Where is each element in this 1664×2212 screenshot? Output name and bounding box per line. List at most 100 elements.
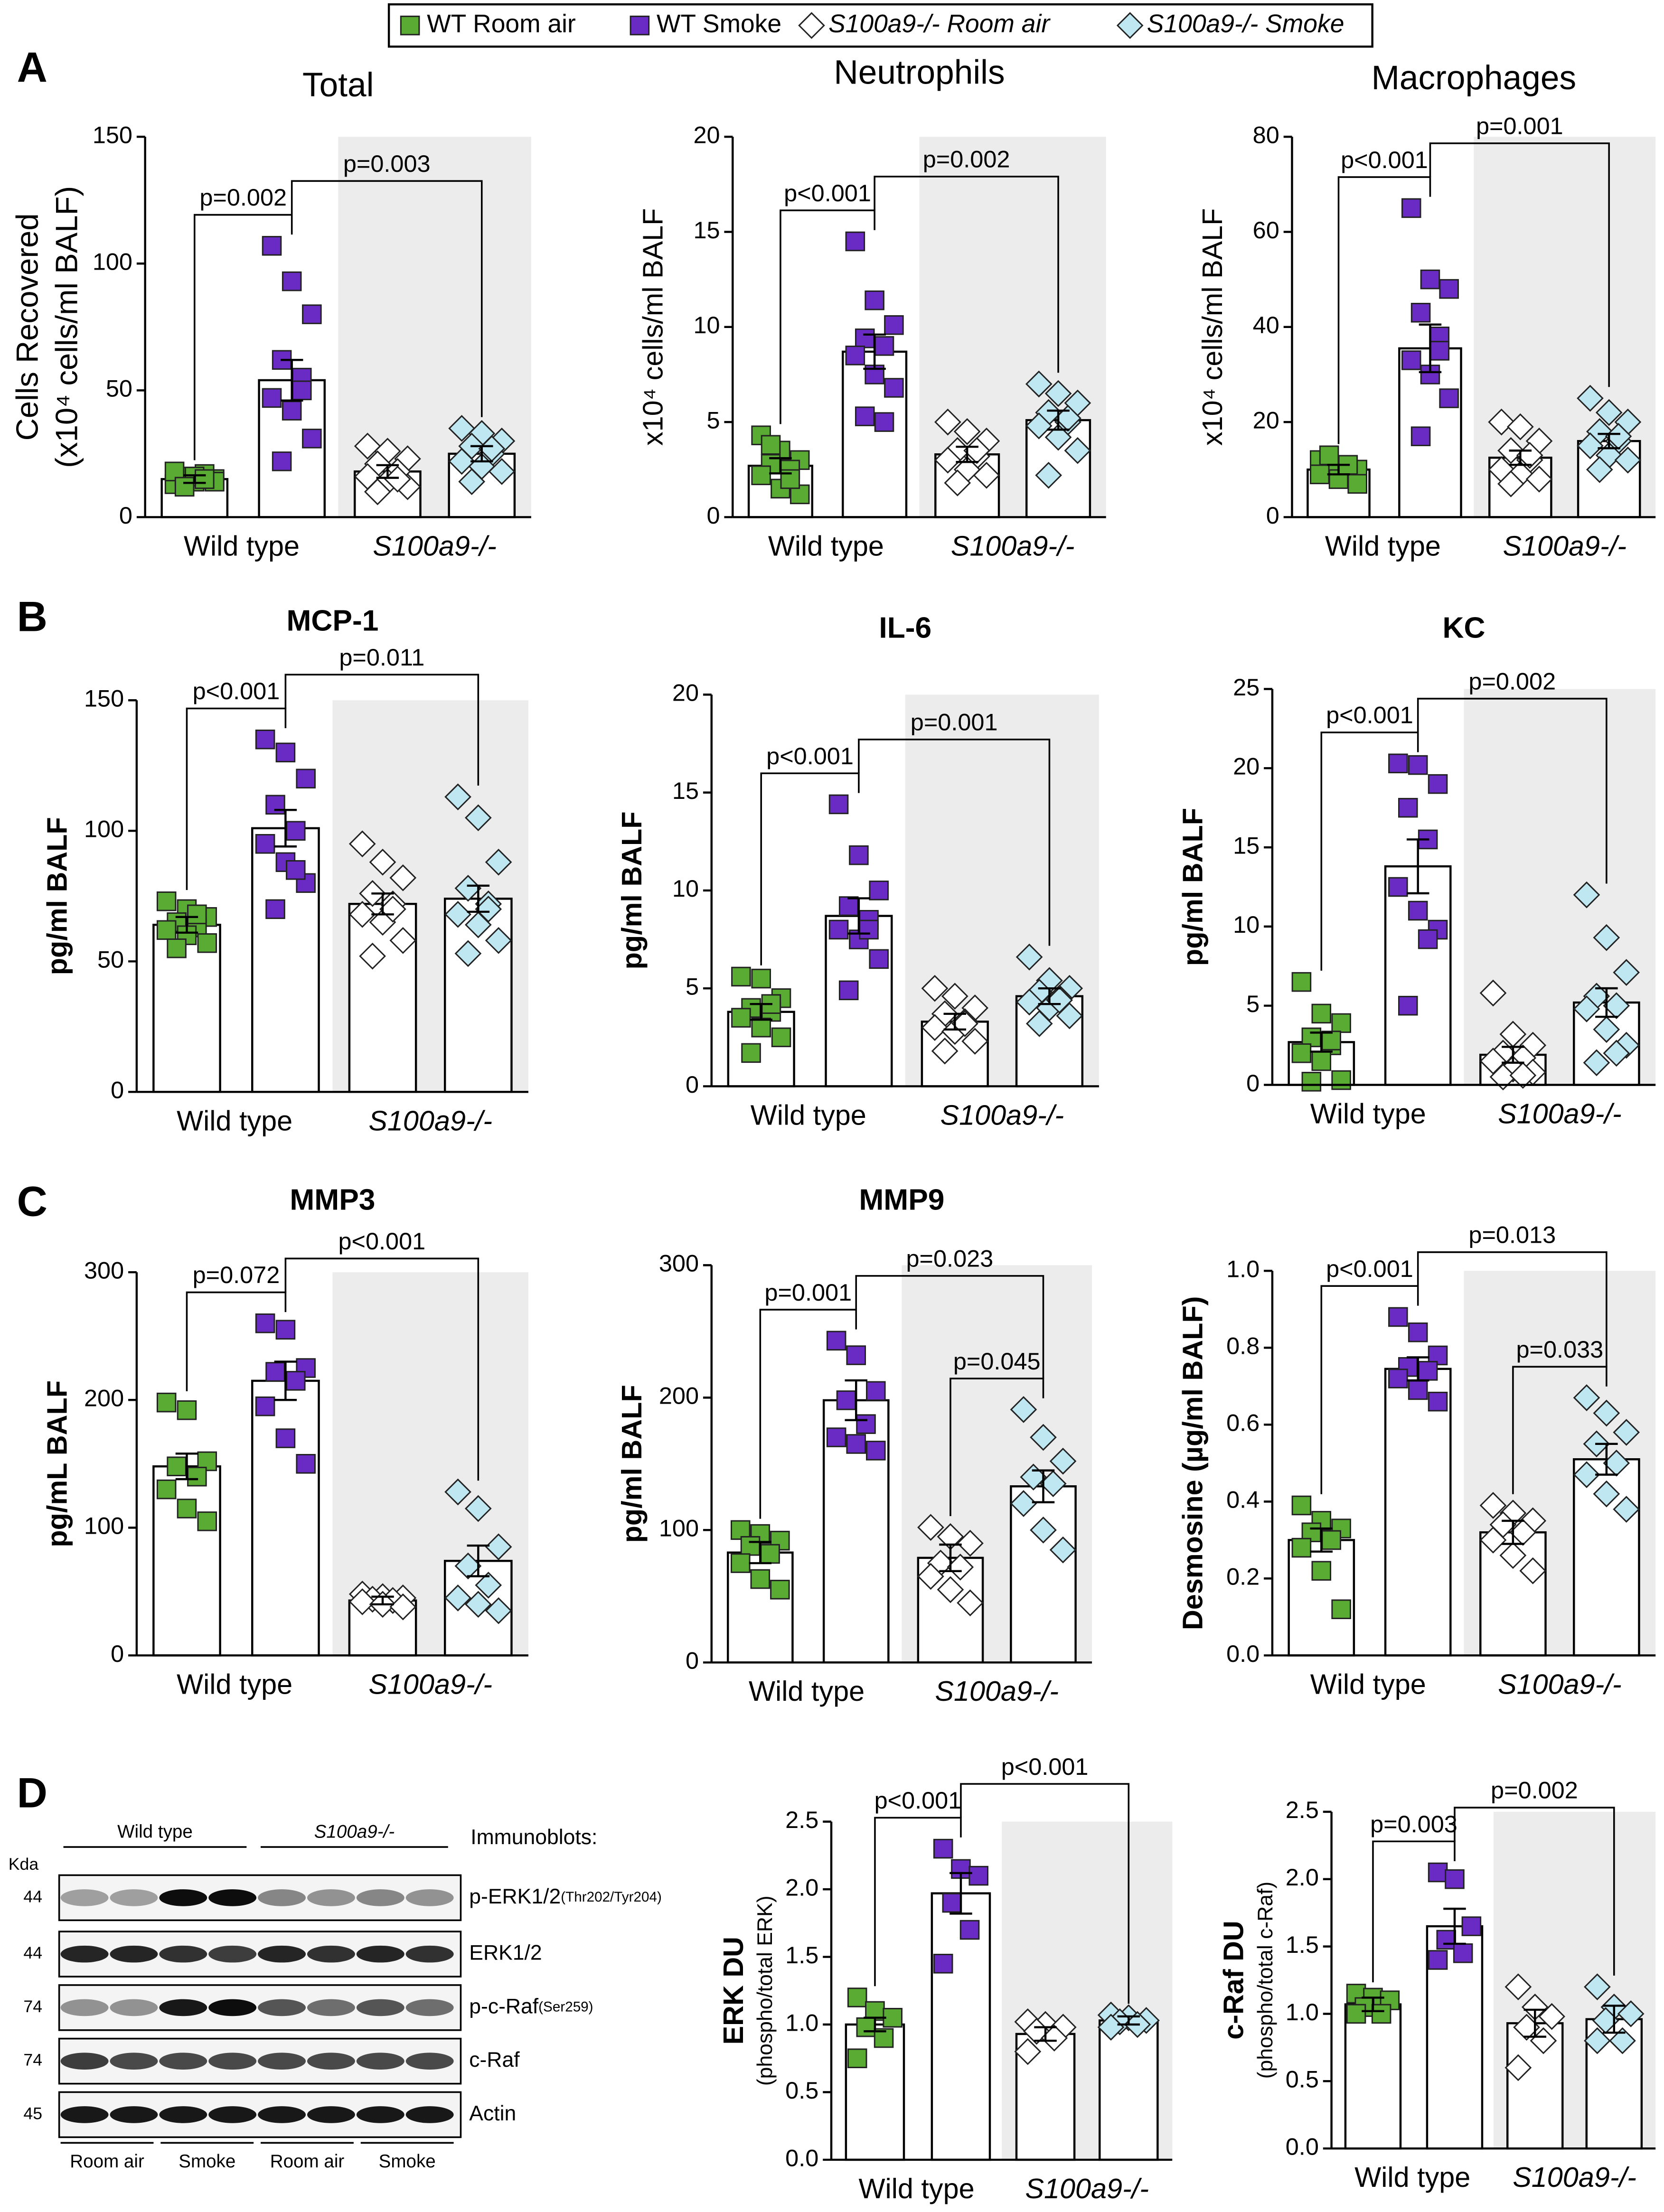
data-point [838,896,859,916]
error-bar [956,445,978,463]
bracket-line [874,176,1059,373]
data-point [1035,461,1062,489]
data-point [1453,1943,1473,1963]
data-point [865,290,884,310]
data-point [197,933,217,953]
error-bar [1362,1996,1384,2013]
error-bar [1502,1046,1524,1064]
chart-title: Neutrophils [834,54,1005,91]
chart-title: MMP3 [290,1183,375,1216]
data-point [1408,1322,1428,1342]
data-point [957,1589,984,1617]
data-point [1603,992,1630,1020]
y-tick-label: 25 [1233,674,1260,701]
bracket-line [1337,176,1431,444]
blot-row-label: ERK1/2 [469,1941,542,1964]
bar [1099,2019,1159,2161]
error-bar [750,1003,772,1021]
p-value-label: p=0.001 [911,709,998,736]
blot-band [159,1945,207,1963]
legend-marker [1116,12,1144,39]
comparison-bracket [193,214,293,460]
bar [251,1379,320,1657]
y-tick-label: 0 [111,1077,124,1104]
p-value-label: p=0.002 [1468,667,1556,694]
comparison-bracket [950,1378,1044,1516]
data-point [1010,1490,1037,1517]
data-point [364,478,391,506]
data-point [282,271,302,291]
blot-kda: 44 [23,1943,42,1962]
error-bar [1595,1443,1618,1476]
y-tick-label: 10 [1233,911,1260,938]
data-point [1408,900,1428,921]
data-point [1097,2014,1125,2041]
data-point [884,315,904,335]
data-point [265,1362,285,1382]
data-point [740,1536,761,1556]
y-tick-label: 0 [686,1071,699,1098]
p-value-label: p=0.002 [923,146,1010,173]
comparison-bracket [1337,176,1431,444]
comparison-bracket [291,180,483,417]
error-bar [371,1595,394,1606]
p-value-label: p<0.001 [193,677,280,704]
y-tick-label: 100 [84,815,124,843]
data-point [855,328,875,348]
data-point [1609,2027,1636,2054]
data-point [1331,1599,1351,1620]
y-tick-label: 0.6 [1226,1409,1260,1436]
panel-letter: A [17,43,47,91]
data-point [1429,341,1450,361]
y-tick-label: 2.0 [785,1874,818,1901]
comparison-bracket [1372,1840,1456,1983]
comparison-bracket [858,739,1051,946]
data-point [1401,350,1421,370]
data-point [1388,877,1408,897]
panel-letter: C [17,1177,47,1225]
data-point [296,873,316,893]
data-point [1519,1557,1547,1584]
legend-marker [400,15,420,36]
data-point [1584,2027,1611,2054]
y-tick-label: 20 [1233,753,1260,780]
p-value-label: p<0.001 [784,179,871,206]
bracket-line [284,1257,479,1481]
blot-detail: (Ser259) [538,1999,593,2015]
data-point [485,1597,512,1624]
data-point [156,920,177,940]
chart-title: MCP-1 [286,605,378,637]
blot-band [208,1889,257,1906]
p-value-label: p=0.002 [1491,1777,1578,1804]
data-point [195,469,215,489]
data-point [458,468,486,495]
error-bar [1598,432,1620,450]
comparison-bracket [874,176,1059,373]
p-value-label: p=0.001 [1476,112,1563,140]
data-point [197,1451,217,1472]
data-point [942,1893,962,1913]
data-point [454,940,482,967]
bracket-line [186,1291,287,1391]
data-point [770,1580,790,1600]
blot-band [110,1889,158,1906]
data-point [1436,1930,1457,1950]
data-point [275,1320,296,1340]
blot-kda: 74 [23,2051,42,2070]
error-bar [274,809,297,848]
comparison-bracket [1454,1807,1615,1976]
data-point [968,1865,988,1886]
data-point [951,1010,978,1037]
data-point [1291,972,1312,992]
x-group-label: Wild type [177,1668,292,1700]
error-bar [1327,464,1350,476]
data-point [167,1456,187,1476]
data-point [1418,1361,1438,1381]
data-point [282,401,302,421]
chart-title: KC [1443,611,1485,644]
data-point [1573,881,1600,909]
blot-band [307,2053,355,2070]
y-tick-label: 20 [1253,406,1279,433]
blot-row-label: c-Raf [469,2048,520,2071]
data-point [1614,446,1642,474]
